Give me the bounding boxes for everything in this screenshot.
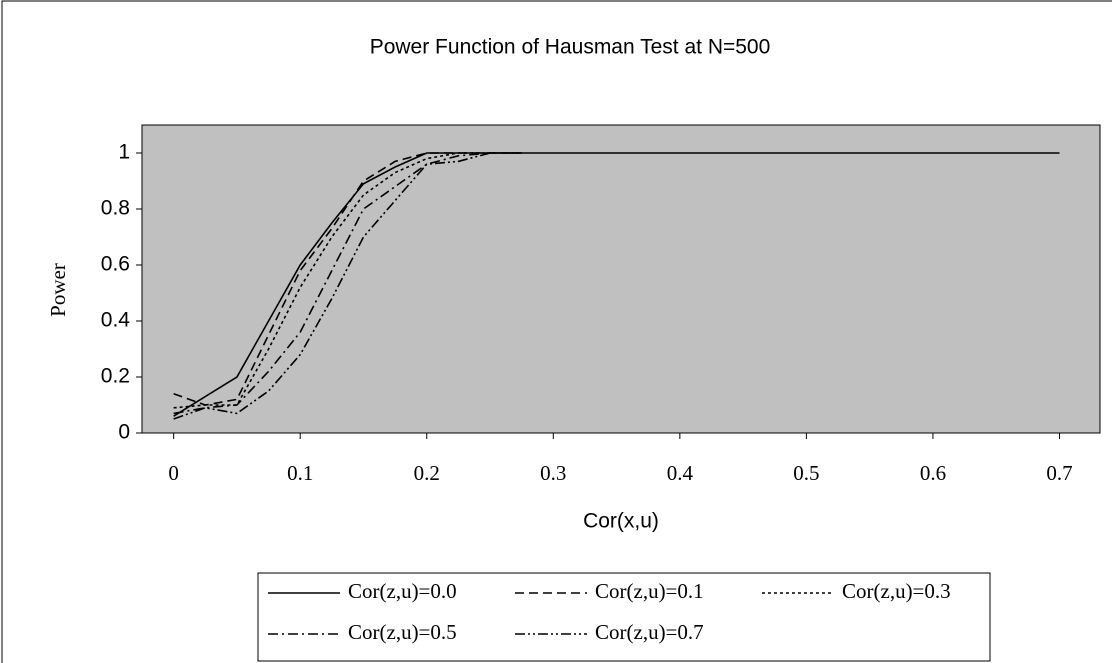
y-tick-label: 0.6 (101, 253, 130, 276)
chart-title: Power Function of Hausman Test at N=500 (370, 36, 771, 59)
x-tick-label: 0.5 (793, 461, 819, 485)
y-axis-label: Power (46, 263, 70, 317)
legend-label: Cor(z,u)=0.5 (348, 620, 457, 644)
x-tick-label: 0.2 (414, 461, 440, 485)
y-tick-label: 0.8 (101, 197, 130, 220)
x-tick-label: 0.7 (1046, 461, 1072, 485)
series-line (173, 152, 522, 420)
x-tick-label: 0.6 (920, 461, 946, 485)
y-tick-label: 1 (118, 141, 130, 164)
legend-label: Cor(z,u)=0.7 (595, 620, 704, 644)
y-tick-label: 0.4 (101, 309, 131, 332)
legend (257, 572, 991, 662)
series-line (173, 152, 522, 406)
series-line (173, 152, 522, 409)
legend-label: Cor(z,u)=0.3 (842, 579, 951, 603)
x-tick-label: 0.4 (667, 461, 694, 485)
legend-label: Cor(z,u)=0.1 (595, 579, 704, 603)
x-tick-label: 0.3 (540, 461, 566, 485)
x-axis-label: Cor(x,u) (583, 510, 659, 533)
y-tick-label: 0.2 (101, 365, 130, 388)
y-tick-label: 0 (118, 421, 130, 444)
x-tick-label: 0 (168, 461, 179, 485)
legend-label: Cor(z,u)=0.0 (348, 579, 457, 603)
x-tick-label: 0.1 (287, 461, 313, 485)
plot-area (141, 124, 1101, 434)
series-line (173, 152, 522, 415)
